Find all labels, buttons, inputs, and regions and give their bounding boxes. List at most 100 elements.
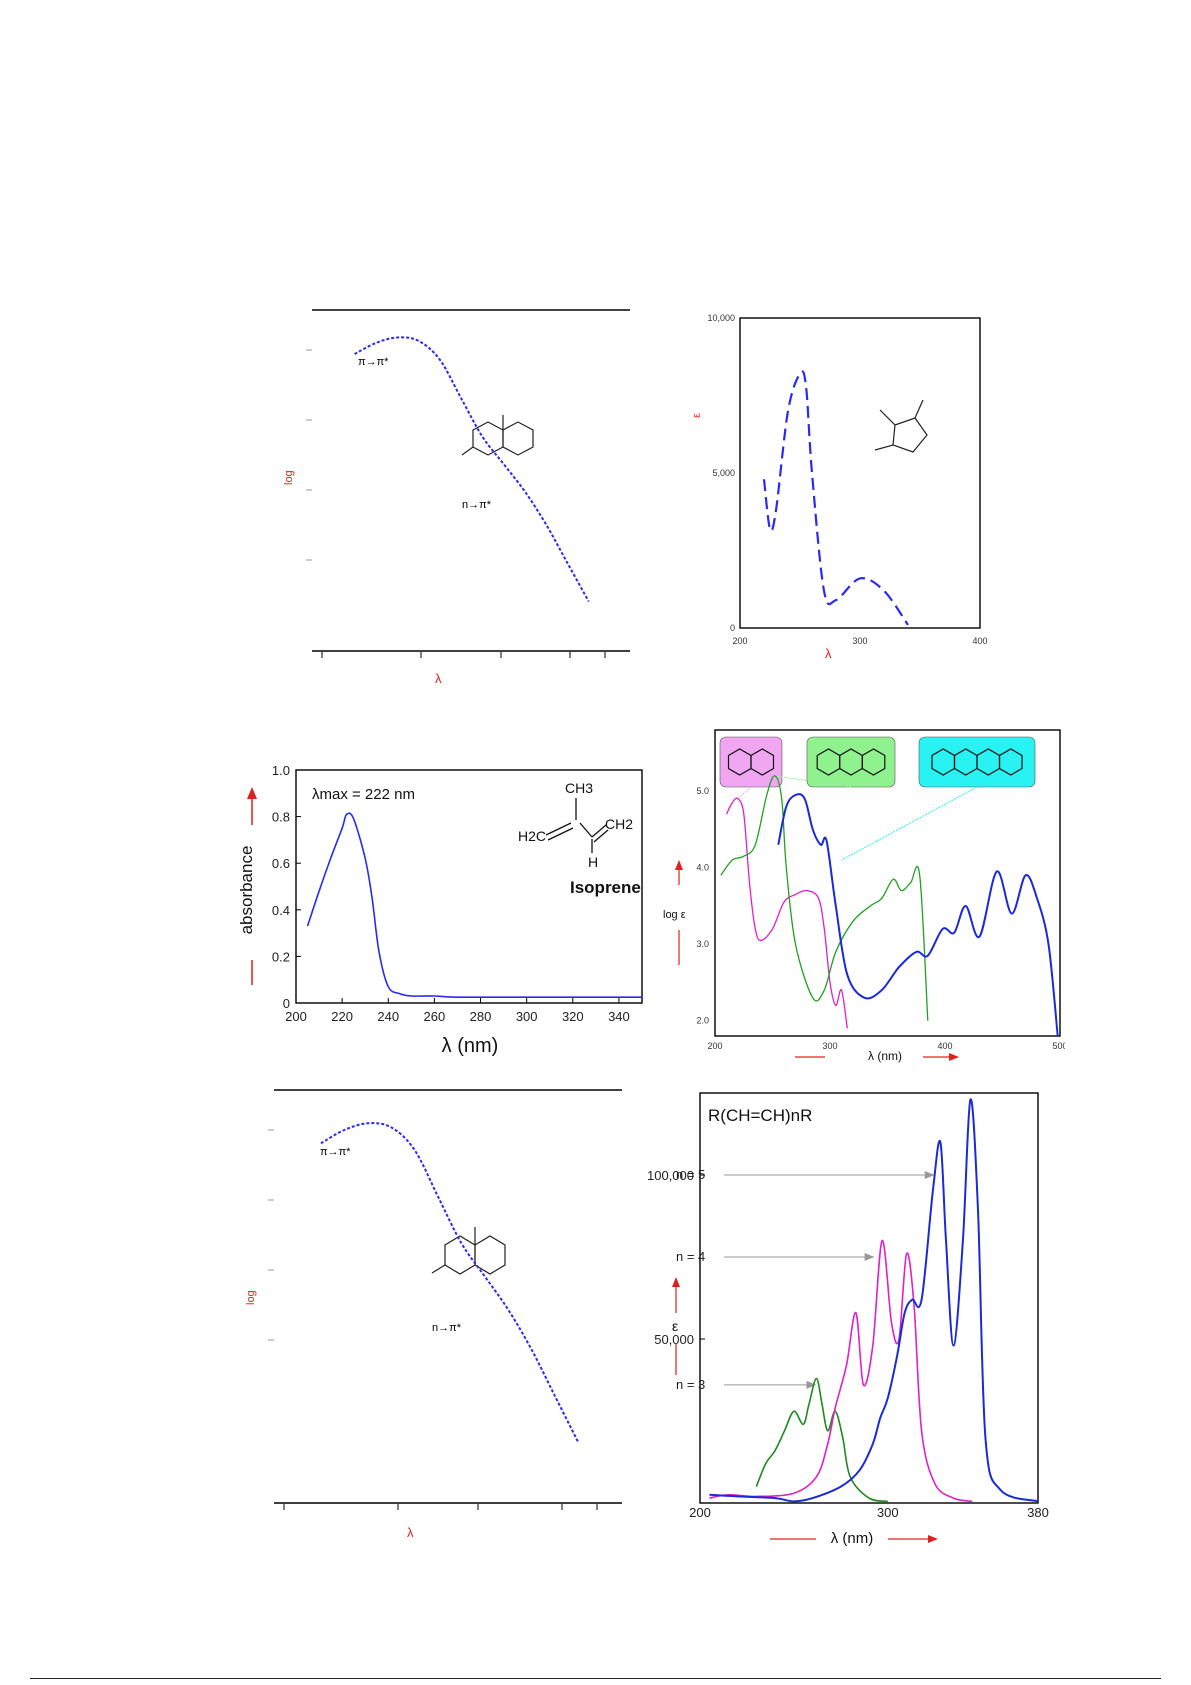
chart-3: 200 220 240 260 280 300 320 340 0 0.2 0.4 0.6 0.8 1.… — [237, 763, 643, 1057]
y-tick-label: 0 — [283, 996, 290, 1011]
series-annotations: n = 5 n = 4 n = 3 — [676, 1167, 935, 1392]
legend-leader-line — [737, 786, 752, 800]
series-line-0 — [755, 1377, 888, 1503]
series-line-1 — [709, 1239, 973, 1503]
chart-title: Isoprene — [570, 878, 641, 897]
y-axis-label: log — [283, 470, 295, 485]
y-ticks: 0 5,000 10,000 — [707, 313, 735, 633]
chart-panel-6: R(CH=CH)nR 200 300 380 50,000 100,000 ε λ (… — [620, 1085, 1060, 1555]
steroid-structure-icon — [431, 1227, 506, 1275]
series-line-2 — [777, 793, 1059, 1037]
legend-leader-line — [841, 786, 978, 861]
series-annotation: n = 4 — [676, 1249, 705, 1264]
lambda-max-annotation: λmax = 222 nm — [312, 786, 415, 803]
formula-h2c: H2C — [518, 828, 546, 844]
chart-5: log λ π→π* n→π* — [245, 1089, 622, 1540]
series-line — [354, 336, 590, 602]
x-tick-label: 300 — [852, 636, 867, 646]
series-lines — [709, 1098, 1039, 1503]
formula-h: H — [588, 854, 598, 870]
series-line-1 — [720, 775, 929, 1021]
x-tick-label: 280 — [470, 1009, 492, 1024]
x-tick-label: 300 — [877, 1505, 899, 1520]
benzene-ring-icon — [998, 748, 1023, 776]
x-axis-label: λ (nm) — [442, 1035, 499, 1057]
x-tick-label: 300 — [516, 1009, 538, 1024]
x-tick-label: 300 — [822, 1041, 837, 1051]
x-tick-label: 260 — [424, 1009, 446, 1024]
formula-ch3: CH3 — [565, 780, 593, 796]
x-axis-label: λ — [825, 646, 832, 661]
isoprene-structure-icon: CH3 H2C CH2 H — [518, 780, 633, 870]
x-axis-label: λ (nm) — [868, 1049, 902, 1063]
x-arrow-head — [949, 1053, 959, 1061]
annotation-n-pi: n→π* — [432, 1322, 462, 1334]
plot-frame — [739, 317, 981, 629]
y-tick-label: 10,000 — [707, 313, 735, 323]
x-tick-label: 400 — [972, 636, 987, 646]
series-line — [762, 370, 909, 626]
benzene-ring-icon — [750, 748, 775, 776]
x-ticks: 200 220 240 260 280 300 320 340 — [285, 998, 630, 1024]
benzene-ring-icon — [861, 748, 886, 776]
y-tick-label: 3.0 — [696, 939, 709, 949]
y-ticks: 2.0 3.0 4.0 5.0 — [696, 786, 709, 1025]
annotation-arrow-head — [806, 1380, 817, 1389]
x-tick-label: 340 — [608, 1009, 630, 1024]
y-ticks: 0 0.2 0.4 0.6 0.8 1.0 — [272, 763, 301, 1011]
molecule-legend — [719, 736, 1036, 861]
annotation-arrow-head — [864, 1253, 875, 1261]
y-tick-label: 100,000 — [647, 1168, 694, 1183]
chart-panel-4: 200 300 400 500 2.0 3.0 4.0 5.0 log ε λ (nm) — [655, 725, 1068, 1070]
chart-panel-3: 200 220 240 260 280 300 320 340 0 0.2 0.4 0.6 0.8 1.… — [230, 755, 650, 1065]
y-tick-label: 0.2 — [272, 949, 290, 964]
x-tick-label: 380 — [1027, 1505, 1049, 1520]
arrow-head — [247, 787, 257, 799]
y-axis-label: log ε — [663, 909, 686, 921]
series-line — [320, 1122, 580, 1444]
legend-leader-line — [774, 775, 852, 788]
series-annotation: n = 5 — [676, 1167, 705, 1182]
annotation-arrow-head — [924, 1171, 935, 1179]
y-arrow-head — [672, 1277, 680, 1287]
annotation-n-pi: n→π* — [462, 499, 492, 511]
y-tick-label: 2.0 — [696, 1016, 709, 1026]
chart-2: 200 300 400 0 5,000 10,000 ε λ — [691, 313, 988, 661]
x-tick-label: 240 — [377, 1009, 399, 1024]
y-axis-label: ε — [672, 1318, 678, 1334]
x-tick-label: 200 — [689, 1505, 711, 1520]
chart-4: 200 300 400 500 2.0 3.0 4.0 5.0 log ε λ (nm) — [663, 729, 1068, 1063]
chart-title: R(CH=CH)nR — [708, 1106, 812, 1125]
plot-frame — [714, 729, 1061, 1037]
series-line-0 — [725, 797, 848, 1029]
chart-panel-5: log λ π→π* n→π* — [232, 1075, 622, 1545]
x-tick-label: 200 — [707, 1041, 722, 1051]
y-tick-label: 5.0 — [696, 786, 709, 796]
chart-1: log λ π→π* n→π* — [283, 309, 630, 686]
y-tick-label: 0 — [730, 623, 735, 633]
y-tick-label: 50,000 — [654, 1332, 694, 1347]
y-ticks: 50,000 100,000 — [647, 1168, 705, 1347]
x-tick-label: 200 — [285, 1009, 307, 1024]
y-axis-label: log — [245, 1290, 257, 1305]
annotation-pi-pi: π→π* — [320, 1146, 351, 1158]
y-tick-label: 1.0 — [272, 763, 290, 778]
series-line-2 — [709, 1098, 1039, 1503]
steroid-structure-icon — [461, 415, 534, 456]
x-tick-label: 400 — [937, 1041, 952, 1051]
chart-6: R(CH=CH)nR 200 300 380 50,000 100,000 ε λ (… — [647, 1092, 1049, 1547]
cyclopentenone-structure-icon — [874, 399, 928, 453]
plot-frame — [295, 769, 643, 1004]
x-axis-label: λ — [407, 1525, 414, 1540]
molecule-box-1 — [806, 736, 896, 788]
x-tick-label: 200 — [732, 636, 747, 646]
x-ticks: 200 300 400 500 — [707, 1041, 1067, 1051]
tick-marks — [306, 349, 606, 658]
tick-marks — [268, 1129, 598, 1510]
series-annotation: n = 3 — [676, 1377, 705, 1392]
y-arrow-head — [675, 860, 683, 870]
y-tick-label: 0.4 — [272, 903, 290, 918]
x-ticks: 200 300 380 — [689, 1505, 1049, 1520]
y-tick-label: 0.8 — [272, 810, 290, 825]
series-lines — [720, 775, 1059, 1037]
